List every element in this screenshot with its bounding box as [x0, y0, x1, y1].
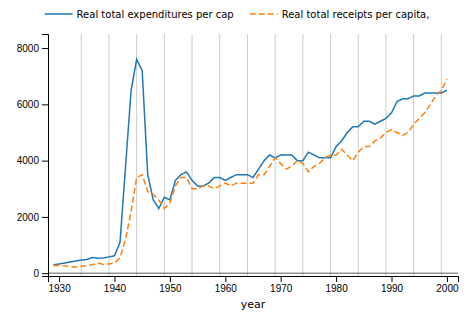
reference-line — [247, 34, 248, 276]
tick: 8000 — [17, 43, 48, 54]
tick: 1950 — [159, 276, 182, 294]
tick-mark — [336, 276, 337, 282]
tick-mark — [114, 276, 115, 282]
tick-mark — [447, 276, 448, 282]
legend-swatch — [45, 13, 73, 15]
tick: 4000 — [17, 155, 48, 166]
x-axis: 1930 1940 1950 1960 1970 1980 1990 2000 — [48, 276, 459, 294]
series-line — [54, 79, 447, 267]
reference-line — [275, 34, 276, 276]
tick-label: 1960 — [215, 283, 238, 294]
reference-line — [385, 34, 386, 276]
tick: 1940 — [104, 276, 127, 294]
legend-item: Real total expenditures per cap — [45, 9, 234, 20]
tick: 1980 — [325, 276, 348, 294]
tick-mark — [42, 104, 48, 105]
marks — [48, 34, 458, 276]
x-axis-title: year — [241, 298, 266, 311]
reference-line — [108, 34, 109, 276]
tick-label: 4000 — [17, 155, 40, 166]
tick-label: 8000 — [17, 43, 40, 54]
tick-mark — [59, 276, 60, 282]
reference-line — [164, 34, 165, 276]
tick: 2000 — [17, 212, 48, 223]
tick-label: 2000 — [436, 283, 459, 294]
chart: 1930 1940 1950 1960 1970 1980 1990 2000 0 2000 400… — [0, 0, 474, 316]
legend-label: Real total receipts per capita, — [282, 9, 430, 20]
tick-label: 1940 — [104, 283, 127, 294]
tick-mark — [281, 276, 282, 282]
reference-line — [192, 34, 193, 276]
tick: 0 — [33, 268, 48, 279]
tick-label: 1980 — [325, 283, 348, 294]
tick: 2000 — [436, 276, 459, 294]
legend-item: Real total receipts per capita, — [250, 9, 430, 20]
tick-label: 1990 — [381, 283, 404, 294]
tick-mark — [42, 217, 48, 218]
reference-line — [302, 34, 303, 276]
reference-line — [219, 34, 220, 276]
reference-line — [441, 34, 442, 276]
plot: 1930 1940 1950 1960 1970 1980 1990 2000 0 2000 400… — [17, 34, 459, 311]
legend-label: Real total expenditures per cap — [77, 9, 234, 20]
tick-mark — [170, 276, 171, 282]
tick-label: 0 — [33, 268, 39, 279]
axis-line — [49, 277, 459, 283]
axis-line — [42, 35, 49, 277]
reference-line — [136, 34, 137, 276]
tick-label: 1970 — [270, 283, 293, 294]
tick-mark — [225, 276, 226, 282]
reference-line — [48, 273, 458, 274]
reference-line — [358, 34, 359, 276]
tick-label: 1950 — [159, 283, 182, 294]
legend-swatch — [250, 13, 278, 15]
tick: 1970 — [270, 276, 293, 294]
tick-mark — [42, 48, 48, 49]
tick-label: 6000 — [17, 99, 40, 110]
reference-line — [413, 34, 414, 276]
tick-label: 2000 — [17, 212, 40, 223]
tick-mark — [42, 273, 48, 274]
tick-label: 1930 — [48, 283, 71, 294]
tick: 1930 — [48, 276, 71, 294]
tick-mark — [42, 161, 48, 162]
legend: Real total expenditures per cap Real tota… — [45, 9, 430, 20]
reference-line — [81, 34, 82, 276]
tick: 6000 — [17, 99, 48, 110]
tick-mark — [392, 276, 393, 282]
y-axis: 0 2000 4000 6000 8000 — [17, 35, 49, 279]
series-line — [54, 59, 447, 264]
tick: 1990 — [381, 276, 404, 294]
tick: 1960 — [215, 276, 238, 294]
